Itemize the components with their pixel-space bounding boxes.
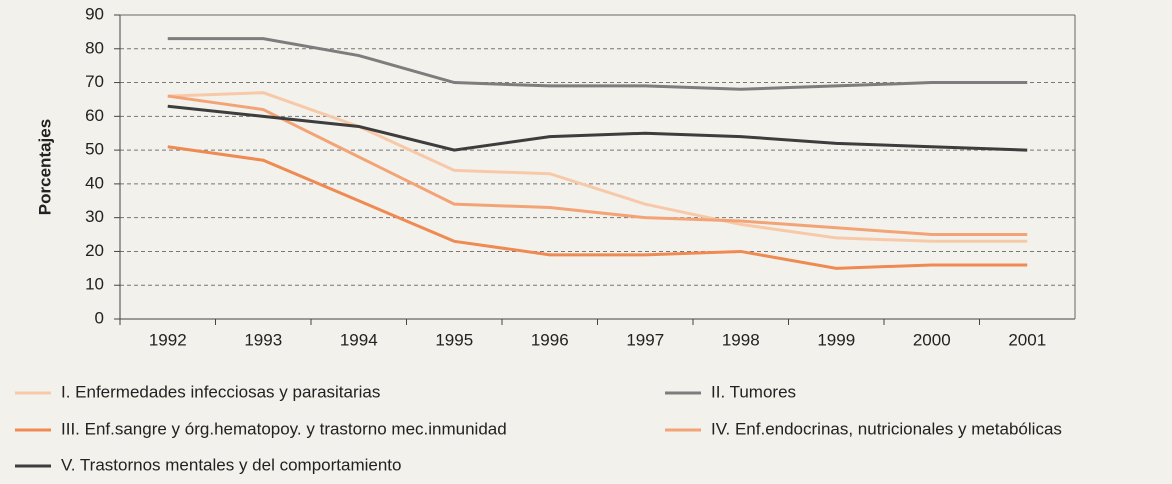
series-line [167,104,1028,152]
y-tick-label: 30 [85,207,104,226]
series-line [167,145,1028,270]
y-tick-label: 80 [85,38,104,57]
y-tick-label: 60 [85,106,104,125]
y-tick-label: 40 [85,173,104,192]
x-tick-label: 1996 [531,330,569,349]
y-tick-label: 70 [85,72,104,91]
x-tick-label: 2001 [1008,330,1046,349]
legend-label: I. Enfermedades infecciosas y parasitari… [61,382,380,401]
x-tick-label: 1997 [626,330,664,349]
legend-label: III. Enf.sangre y órg.hematopoy. y trast… [61,419,507,438]
y-tick-label: 0 [95,308,104,327]
y-tick-label: 20 [85,241,104,260]
x-tick-label: 1998 [722,330,760,349]
x-tick-label: 1992 [149,330,187,349]
series-line [167,37,1028,91]
x-tick-label: 1993 [244,330,282,349]
series-line [167,91,1028,243]
series-line [167,94,1028,237]
y-tick-label: 10 [85,275,104,294]
x-tick-label: 1999 [817,330,855,349]
legend-label: IV. Enf.endocrinas, nutricionales y meta… [711,419,1062,438]
y-axis-label: Porcentajes [35,119,54,215]
x-tick-label: 1994 [340,330,378,349]
legend-label: II. Tumores [711,382,796,401]
y-tick-label: 50 [85,140,104,159]
y-tick-label: 90 [85,4,104,23]
x-tick-label: 1995 [435,330,473,349]
legend-label: V. Trastornos mentales y del comportamie… [61,455,401,474]
x-tick-label: 2000 [913,330,951,349]
